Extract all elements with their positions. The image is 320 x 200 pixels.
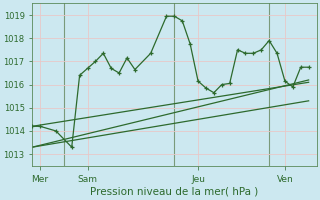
X-axis label: Pression niveau de la mer( hPa ): Pression niveau de la mer( hPa ) xyxy=(90,187,259,197)
